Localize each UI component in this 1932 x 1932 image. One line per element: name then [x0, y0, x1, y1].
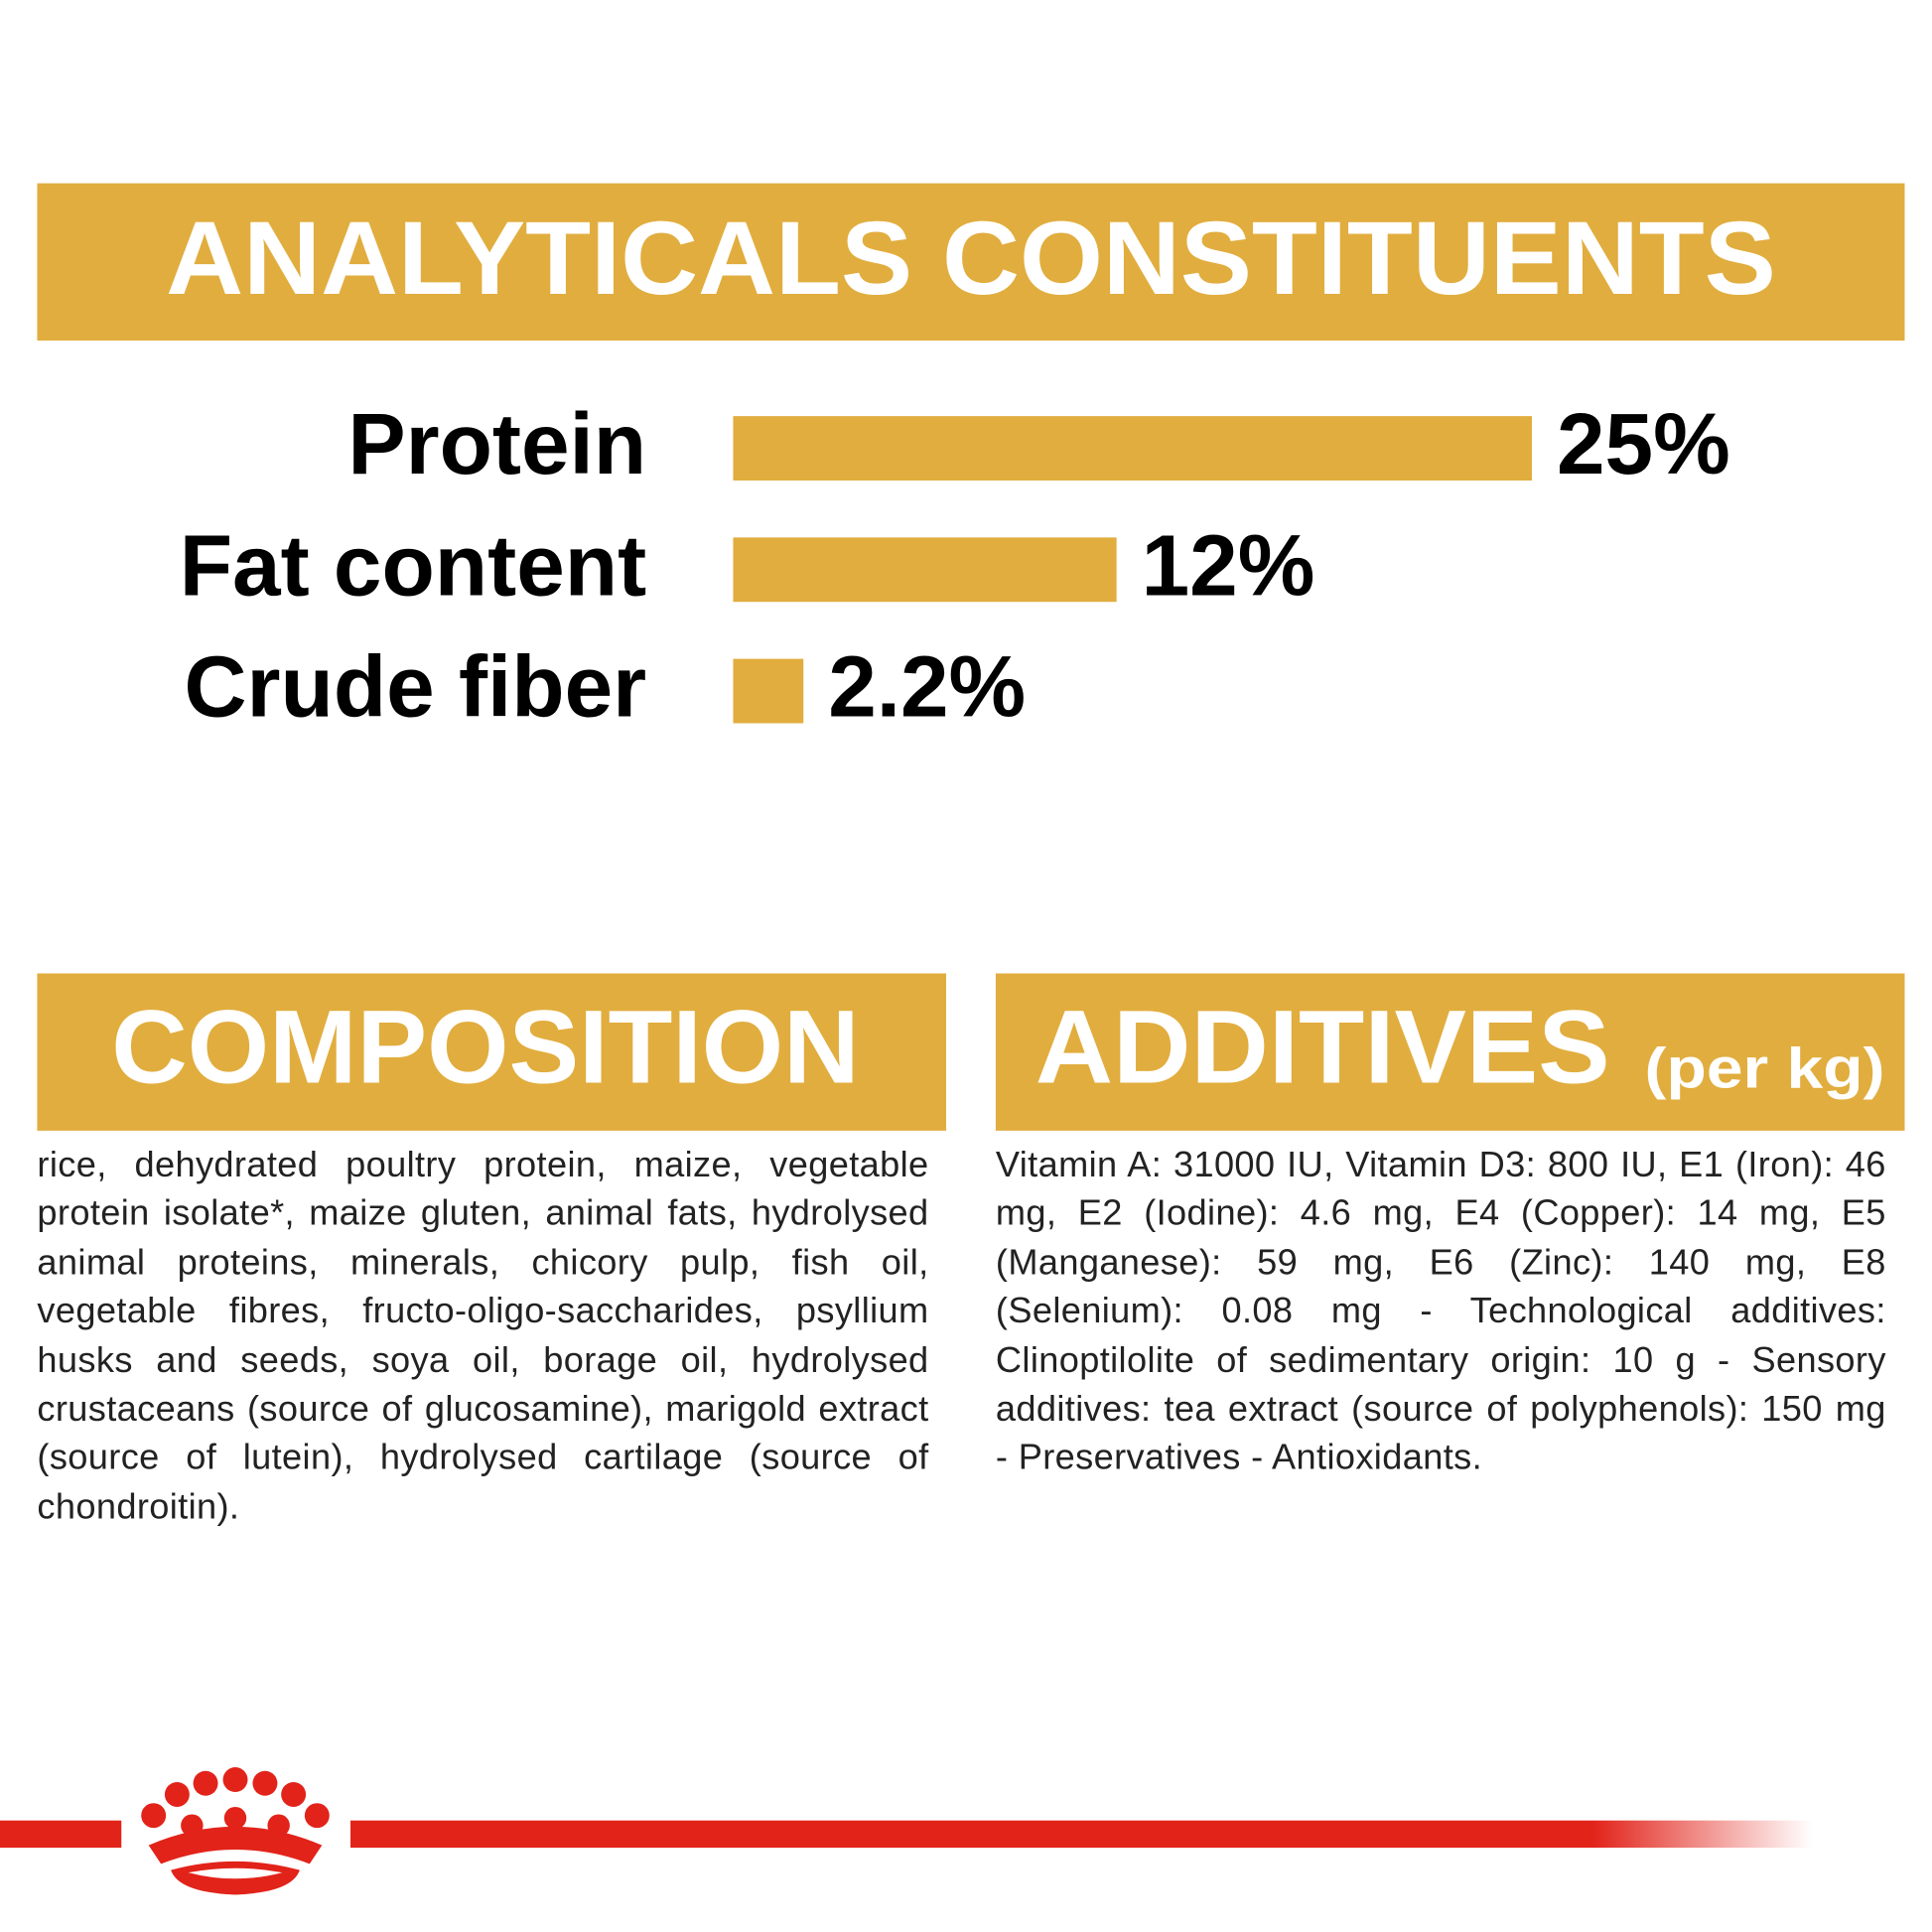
bar	[733, 658, 804, 724]
value-label: 2.2%	[828, 638, 1026, 736]
category-label: Fat content	[180, 516, 646, 614]
crown-logo	[141, 1767, 330, 1895]
footer-line	[350, 1820, 1812, 1849]
composition-text: rice, dehydrated poultry protein, maize,…	[37, 1145, 929, 1527]
category-label: Crude fiber	[185, 638, 647, 736]
composition-title: COMPOSITION	[111, 989, 859, 1105]
bar	[733, 537, 1117, 603]
additives-title: ADDITIVES	[1035, 989, 1610, 1105]
chart-title: ANALYTICALS CONSTITUENTS	[166, 201, 1776, 317]
additives-text: Vitamin A: 31000 IU, Vitamin D3: 800 IU,…	[995, 1145, 1886, 1478]
footer-line	[0, 1820, 122, 1849]
value-label: 12%	[1142, 516, 1315, 614]
value-label: 25%	[1557, 395, 1730, 492]
bar	[733, 416, 1533, 481]
logo-footer	[0, 1767, 1812, 1895]
composition-band	[37, 973, 947, 1131]
additives-band	[995, 973, 1905, 1131]
category-label: Protein	[347, 395, 646, 492]
title-band	[37, 183, 1905, 342]
additives-subtitle: (per kg)	[1645, 1036, 1885, 1100]
